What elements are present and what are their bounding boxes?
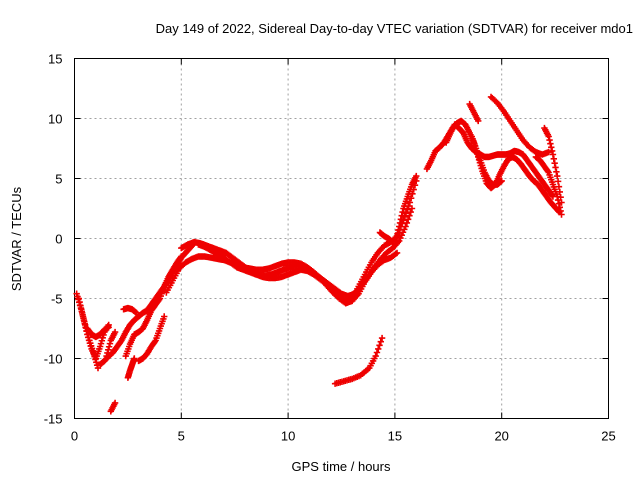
data-point-track-p xyxy=(413,172,420,180)
data-point-track-l xyxy=(407,208,414,216)
y-tick-labels: -15 -10 -5 0 5 10 15 xyxy=(44,52,63,427)
data-point-track-v xyxy=(546,136,553,144)
data-point-track-i xyxy=(105,343,113,350)
data-point-track-v xyxy=(552,164,559,171)
data-point-track-p xyxy=(398,212,405,219)
y-tick-label: 15 xyxy=(48,52,62,67)
data-point-track-b xyxy=(77,304,85,312)
data-point-track-v xyxy=(554,172,561,180)
data-point-track-p xyxy=(396,219,404,227)
data-point-track-p xyxy=(391,241,399,248)
data-point-track-p xyxy=(392,237,399,245)
data-point-track-l xyxy=(406,212,413,219)
data-point-track-p xyxy=(395,226,402,234)
y-tick-label: -5 xyxy=(51,292,63,307)
data-point-track-n xyxy=(376,342,383,349)
x-tick-label: 5 xyxy=(178,429,185,444)
y-axis-label: SDTVAR / TECUs xyxy=(9,186,24,291)
data-point-track-b xyxy=(80,314,87,322)
data-point-track-i xyxy=(104,349,111,357)
x-tick-label: 15 xyxy=(388,429,402,444)
data-point-track-i xyxy=(105,346,112,354)
x-tick-label: 20 xyxy=(494,429,508,444)
data-points xyxy=(73,93,565,415)
data-point-track-v xyxy=(549,151,557,158)
data-point-track-h xyxy=(111,399,119,407)
data-point-track-v xyxy=(554,178,562,185)
data-point-track-v xyxy=(547,140,554,147)
data-point-track-i xyxy=(103,352,110,360)
data-point-track-k xyxy=(402,210,410,217)
data-point-track-n xyxy=(375,345,382,353)
data-point-track-i xyxy=(106,340,114,347)
data-point-track-c xyxy=(105,324,112,331)
data-point-track-v xyxy=(551,159,558,167)
data-point-track-e xyxy=(155,296,163,303)
y-tick-label: 5 xyxy=(55,172,62,187)
x-tick-label: 10 xyxy=(281,429,295,444)
data-point-track-e xyxy=(178,253,185,260)
data-point-track-v xyxy=(550,155,558,163)
data-point-track-i xyxy=(111,328,119,336)
data-point-track-m xyxy=(392,250,399,258)
data-point-track-l xyxy=(404,216,412,223)
y-tick-label: 10 xyxy=(48,112,62,127)
data-point-track-w xyxy=(556,204,563,211)
data-point-track-b xyxy=(81,318,88,325)
data-point-track-w xyxy=(544,168,552,175)
data-point-track-b xyxy=(79,311,86,319)
data-point-track-p xyxy=(395,223,403,230)
data-point-track-w xyxy=(557,207,564,215)
data-point-track-e xyxy=(177,254,184,261)
data-point-track-k xyxy=(401,213,408,221)
data-point-track-l xyxy=(408,205,416,212)
x-tick-label: 0 xyxy=(71,429,78,444)
data-point-track-n xyxy=(378,334,386,342)
y-tick-label: -10 xyxy=(44,352,63,367)
data-point-track-u xyxy=(545,148,552,156)
data-point-track-p xyxy=(393,234,400,241)
data-point-track-v xyxy=(548,147,556,155)
chart-title: Day 149 of 2022, Sidereal Day-to-day VTE… xyxy=(156,21,633,36)
data-point-track-m xyxy=(393,249,401,257)
data-point-track-l xyxy=(402,223,409,230)
data-point-track-v xyxy=(545,133,552,140)
data-point-track-l xyxy=(403,219,411,227)
data-point-track-p xyxy=(399,208,406,216)
x-tick-label: 25 xyxy=(601,429,615,444)
plot-frame xyxy=(74,58,609,419)
y-tick-label: 0 xyxy=(55,232,62,247)
data-point-track-b xyxy=(81,321,89,329)
data-point-track-n xyxy=(377,338,385,345)
data-point-track-v xyxy=(553,168,560,175)
data-point-track-f xyxy=(161,313,168,320)
data-point-track-k xyxy=(404,206,411,213)
data-point-track-v xyxy=(548,144,555,151)
data-point-track-w xyxy=(554,193,561,200)
data-point-track-b xyxy=(78,308,85,315)
data-point-track-w xyxy=(555,200,563,207)
data-point-track-p xyxy=(394,230,401,237)
data-point-track-w xyxy=(554,196,562,204)
x-axis-label: GPS time / hours xyxy=(292,459,391,474)
data-point-track-s xyxy=(498,177,505,185)
data-point-track-r xyxy=(548,192,556,199)
data-point-track-n xyxy=(372,352,379,360)
data-point-track-p xyxy=(397,216,405,223)
data-point-track-g xyxy=(131,355,138,362)
data-point-track-f xyxy=(151,338,159,345)
data-point-track-b xyxy=(94,364,102,372)
y-tick-label: -15 xyxy=(44,412,63,427)
data-point-track-t xyxy=(475,117,482,125)
data-point-track-k xyxy=(406,199,414,206)
grid-lines xyxy=(74,58,609,419)
data-point-track-n xyxy=(373,349,381,356)
data-point-track-w xyxy=(558,211,565,218)
data-point-track-j xyxy=(133,309,140,317)
x-tick-labels: 0 5 10 15 20 25 xyxy=(71,429,616,444)
